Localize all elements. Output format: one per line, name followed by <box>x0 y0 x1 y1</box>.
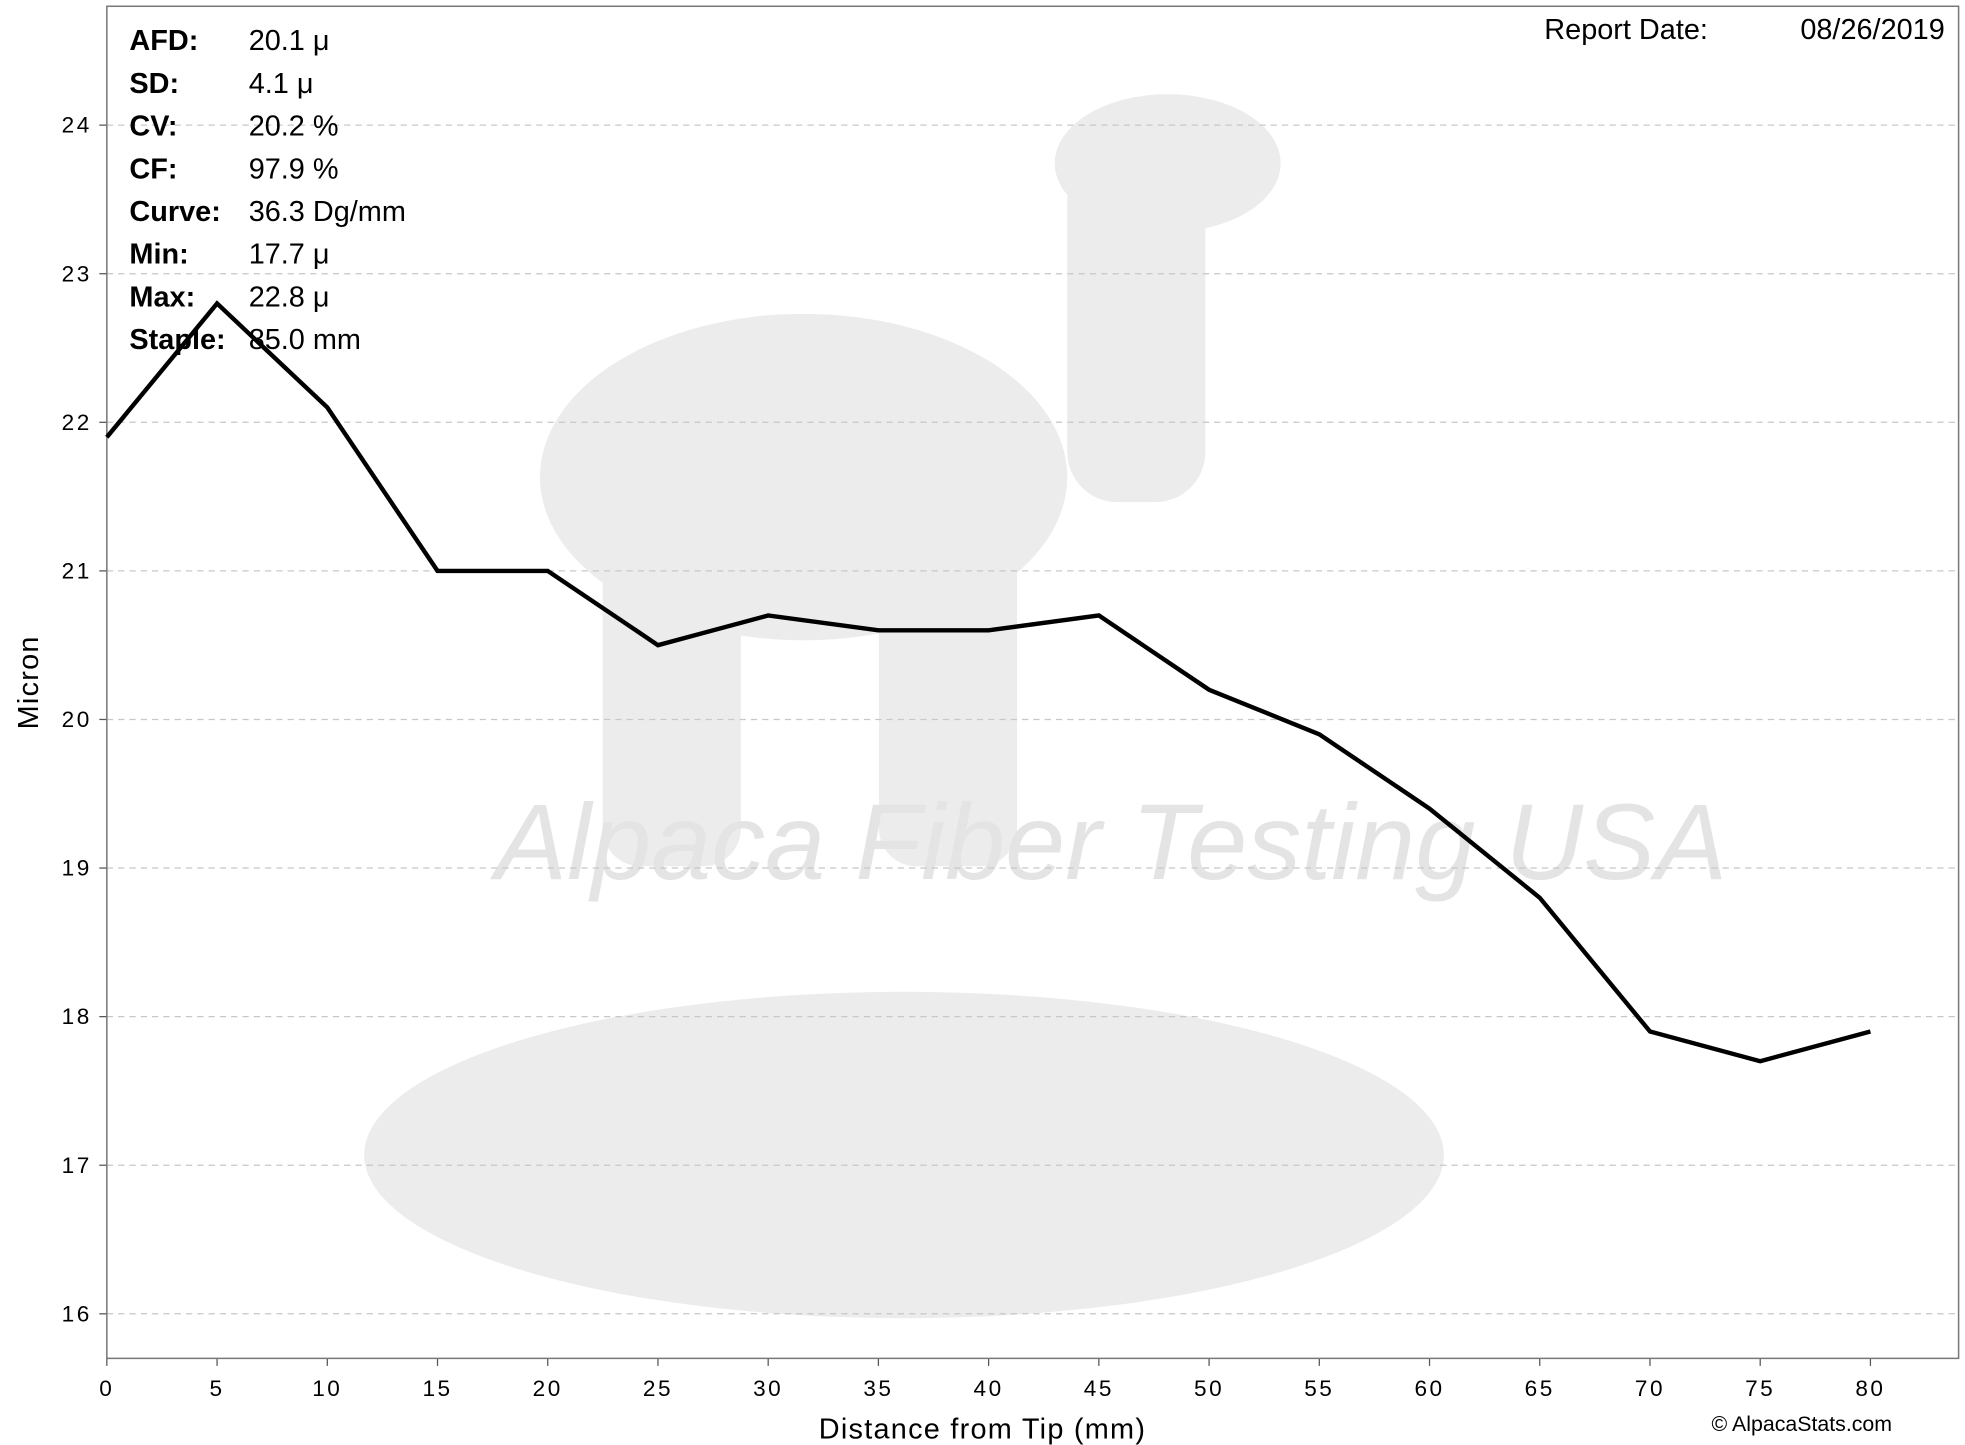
x-tick-label: 5 <box>210 1376 225 1401</box>
x-tick-label: 20 <box>533 1376 563 1401</box>
x-tick-label: 80 <box>1855 1376 1885 1401</box>
x-tick-label: 60 <box>1414 1376 1444 1401</box>
stat-value: 36.3 Dg/mm <box>249 196 406 228</box>
x-tick-label: 40 <box>974 1376 1004 1401</box>
stat-label: CV: <box>129 111 177 143</box>
stat-value: 97.9 % <box>249 153 339 185</box>
x-tick-label: 35 <box>863 1376 893 1401</box>
stat-label: Min: <box>129 239 188 271</box>
y-tick-label: 23 <box>62 261 92 286</box>
stat-label: Curve: <box>129 196 220 228</box>
stat-label: AFD: <box>129 25 198 57</box>
credit: © AlpacaStats.com <box>1712 1412 1893 1436</box>
watermark-text: Alpaca Fiber Testing USA <box>489 781 1727 902</box>
x-tick-label: 10 <box>312 1376 342 1401</box>
y-tick-label: 22 <box>62 410 92 435</box>
stat-value: 20.1 μ <box>249 25 330 57</box>
x-tick-label: 25 <box>643 1376 673 1401</box>
report-date: 08/26/2019 <box>1800 14 1944 46</box>
y-tick-label: 17 <box>62 1153 92 1178</box>
x-tick-label: 55 <box>1304 1376 1334 1401</box>
x-axis-title: Distance from Tip (mm) <box>819 1414 1146 1445</box>
x-tick-label: 65 <box>1525 1376 1555 1401</box>
stat-value: 22.8 μ <box>249 281 330 313</box>
stat-label: SD: <box>129 68 179 100</box>
x-tick-label: 15 <box>422 1376 452 1401</box>
x-tick-label: 30 <box>753 1376 783 1401</box>
stat-value: 17.7 μ <box>249 239 330 271</box>
page: Alpaca Fiber Testing USA 16 17 18 19 20 21 22 2… <box>0 0 1965 1445</box>
x-tick-label: 75 <box>1745 1376 1775 1401</box>
x-tick-label: 50 <box>1194 1376 1224 1401</box>
stat-label: CF: <box>129 153 177 185</box>
stat-label: Staple: <box>129 324 225 356</box>
stat-value: 20.2 % <box>249 111 339 143</box>
x-tick-label: 45 <box>1084 1376 1114 1401</box>
report-date-label: Report Date: <box>1544 14 1708 46</box>
x-tick-label: 0 <box>99 1376 114 1401</box>
y-tick-label: 20 <box>62 707 92 732</box>
y-tick-label: 21 <box>62 558 92 583</box>
y-tick-label: 16 <box>62 1301 92 1326</box>
y-tick-label: 18 <box>62 1004 92 1029</box>
y-axis-title: Micron <box>13 635 45 729</box>
stat-value: 85.0 mm <box>249 324 361 356</box>
y-tick-label: 19 <box>62 856 92 881</box>
x-tick-label: 70 <box>1635 1376 1665 1401</box>
stat-label: Max: <box>129 281 195 313</box>
chart: Alpaca Fiber Testing USA 16 17 18 19 20 21 22 2… <box>0 0 1965 1445</box>
y-tick-label: 24 <box>62 113 92 138</box>
stat-value: 4.1 μ <box>249 68 314 100</box>
